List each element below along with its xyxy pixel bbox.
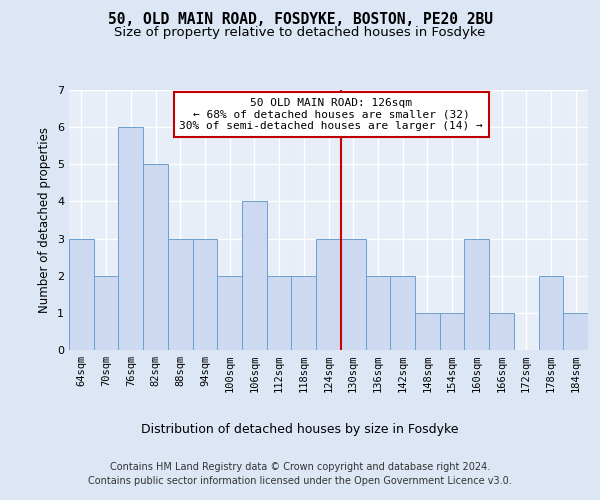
Bar (242, 202, 267, 350)
Bar (316, 238, 341, 350)
Text: Contains HM Land Registry data © Crown copyright and database right 2024.: Contains HM Land Registry data © Crown c… (110, 462, 490, 472)
Bar (69, 238, 94, 350)
Bar (267, 276, 292, 350)
Bar (143, 164, 168, 350)
Y-axis label: Number of detached properties: Number of detached properties (38, 127, 52, 313)
Bar (390, 276, 415, 350)
Bar (292, 276, 316, 350)
Text: Contains public sector information licensed under the Open Government Licence v3: Contains public sector information licen… (88, 476, 512, 486)
Bar (118, 127, 143, 350)
Bar (415, 313, 440, 350)
Bar (539, 276, 563, 350)
Text: 50, OLD MAIN ROAD, FOSDYKE, BOSTON, PE20 2BU: 50, OLD MAIN ROAD, FOSDYKE, BOSTON, PE20… (107, 12, 493, 28)
Bar (217, 276, 242, 350)
Text: 50 OLD MAIN ROAD: 126sqm
← 68% of detached houses are smaller (32)
30% of semi-d: 50 OLD MAIN ROAD: 126sqm ← 68% of detach… (179, 98, 483, 131)
Bar (193, 238, 217, 350)
Bar (365, 276, 390, 350)
Text: Distribution of detached houses by size in Fosdyke: Distribution of detached houses by size … (141, 422, 459, 436)
Bar (440, 313, 464, 350)
Bar (489, 313, 514, 350)
Bar (341, 238, 365, 350)
Bar (94, 276, 118, 350)
Bar (563, 313, 588, 350)
Bar (168, 238, 193, 350)
Bar (464, 238, 489, 350)
Text: Size of property relative to detached houses in Fosdyke: Size of property relative to detached ho… (115, 26, 485, 39)
